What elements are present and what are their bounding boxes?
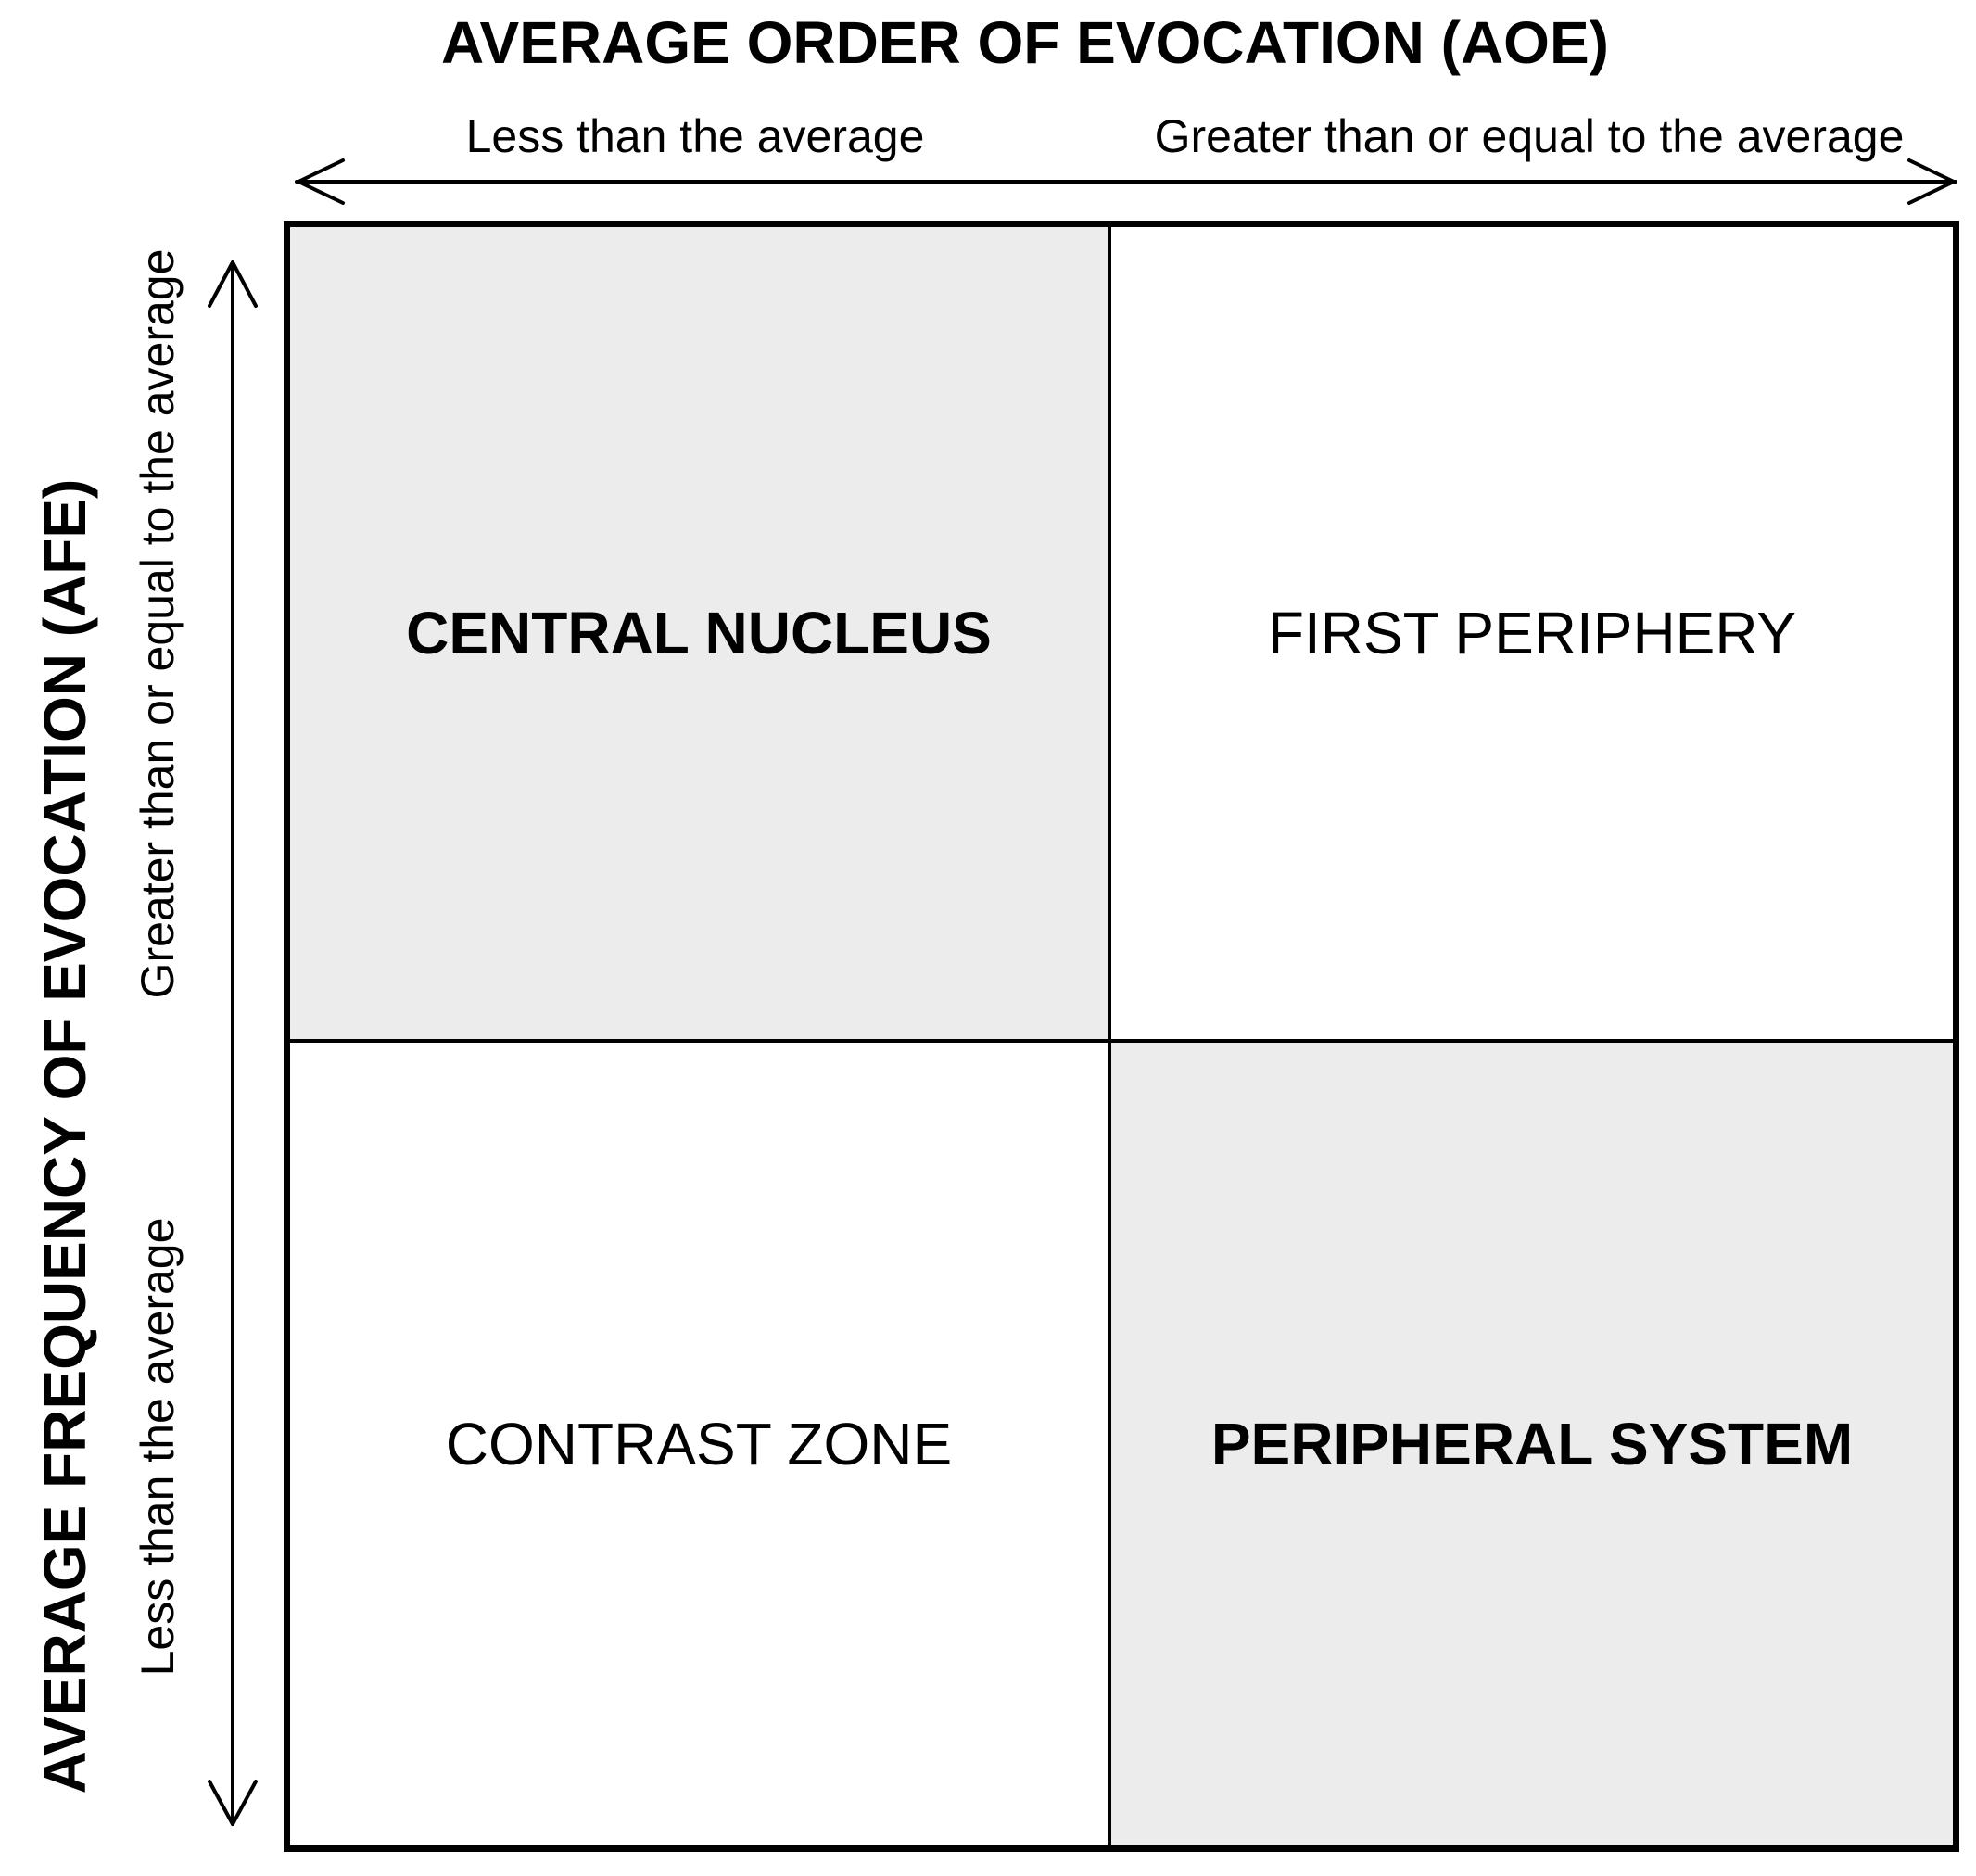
y-axis-low-label: Less than the average — [132, 1217, 184, 1677]
quadrant-peripheral-system: PERIPHERAL SYSTEM — [1111, 1043, 1953, 1845]
x-axis-high-label: Greater than or equal to the average — [1154, 110, 1905, 162]
y-axis-title: AVERAGE FREQUENCY OF EVOCATION (AFE) — [32, 478, 98, 1794]
x-axis-title: AVERAGE ORDER OF EVOCATION (AOE) — [441, 9, 1609, 76]
quadrant-label: FIRST PERIPHERY — [1267, 600, 1797, 666]
quadrant-central-nucleus: CENTRAL NUCLEUS — [290, 227, 1111, 1043]
quadrant-label: PERIPHERAL SYSTEM — [1210, 1411, 1854, 1477]
quadrant-contrast-zone: CONTRAST ZONE — [290, 1043, 1111, 1845]
quadrant-first-periphery: FIRST PERIPHERY — [1111, 227, 1953, 1043]
x-axis-low-label: Less than the average — [465, 110, 925, 162]
quadrant-grid: CENTRAL NUCLEUS FIRST PERIPHERY CONTRAST… — [284, 221, 1959, 1852]
y-axis-arrow — [208, 260, 258, 1826]
quadrant-label: CENTRAL NUCLEUS — [406, 600, 992, 666]
quadrant-label: CONTRAST ZONE — [445, 1411, 953, 1477]
y-axis-high-label: Greater than or equal to the average — [132, 248, 184, 999]
